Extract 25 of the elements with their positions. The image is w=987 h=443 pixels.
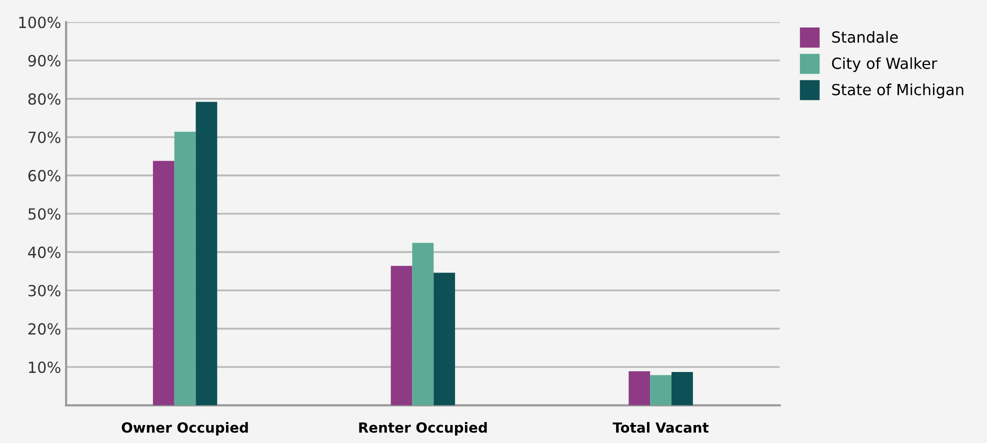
x-tick-label: Total Vacant (612, 422, 709, 433)
y-tick-label: 60% (28, 170, 60, 182)
y-tick-label: 80% (28, 93, 60, 105)
y-tick-label: 50% (28, 208, 60, 220)
bar (196, 102, 218, 406)
y-tick-label: 30% (28, 284, 60, 296)
bar (628, 371, 650, 406)
bar (650, 375, 672, 406)
legend-label: City of Walker (832, 57, 938, 72)
y-tick-label: 10% (28, 361, 60, 374)
y-tick-label: 90% (28, 54, 60, 66)
bar (412, 242, 434, 406)
y-tick-label: 40% (28, 246, 60, 258)
bar (434, 272, 456, 406)
y-tick-label: 70% (28, 132, 60, 144)
y-tick-label: 20% (28, 323, 60, 335)
x-tick-label: Renter Occupied (359, 422, 487, 436)
bar (390, 266, 412, 406)
bar (672, 372, 693, 406)
legend-label: Standale (832, 30, 898, 43)
y-tick-label: 100% (19, 16, 60, 28)
x-tick-label: Owner Occupied (122, 422, 248, 436)
bar (174, 132, 196, 406)
legend-label: State of Michigan (832, 84, 964, 98)
bar (152, 160, 174, 406)
